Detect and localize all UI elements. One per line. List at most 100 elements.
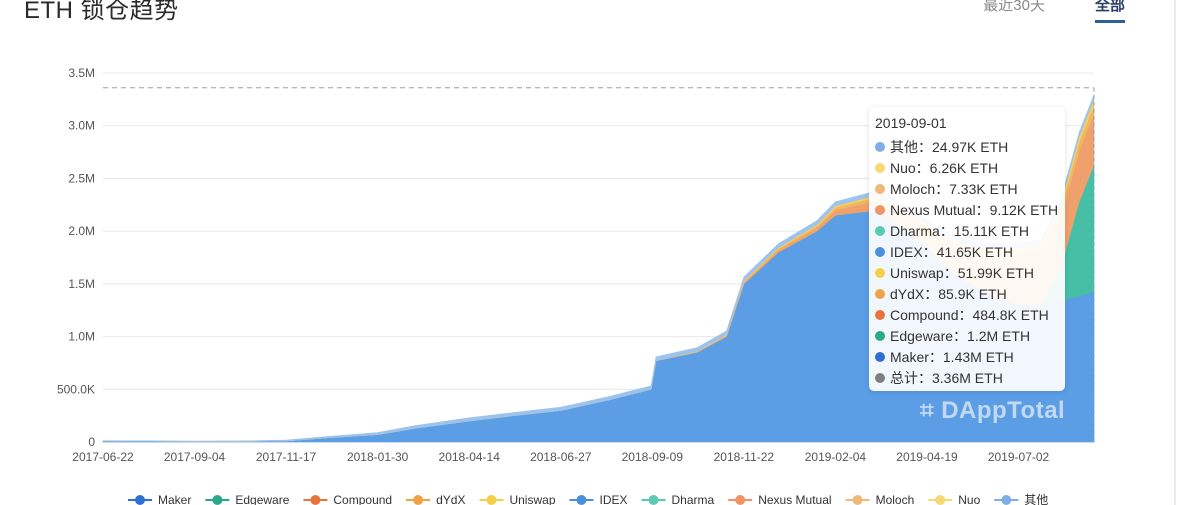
y-tick-label: 1.5M	[68, 277, 95, 291]
range-tabs: 最近30天 全部	[983, 0, 1126, 23]
legend-item-nuo[interactable]: Nuo	[928, 493, 981, 505]
legend-label: Nexus Mutual	[758, 493, 831, 505]
legend-label: 其他	[1024, 493, 1048, 505]
tooltip-row: Compound：484.8K ETH	[875, 304, 1059, 325]
y-tick-label: 500.0K	[57, 382, 95, 396]
tooltip-date: 2019-09-01	[875, 115, 947, 131]
legend-swatch-dot	[486, 495, 497, 505]
tooltip-row: Uniswap：51.99K ETH	[875, 262, 1059, 283]
x-tick-label: 2018-09-09	[622, 450, 684, 464]
x-tick-label: 2018-04-14	[439, 450, 501, 464]
legend-label: Compound	[333, 493, 392, 505]
legend-swatch-dot	[310, 495, 321, 505]
tooltip-row: IDEX：41.65K ETH	[875, 241, 1059, 262]
tooltip-value: 其他：24.97K ETH	[890, 138, 1009, 155]
legend-swatch-dot	[413, 495, 424, 505]
tooltip-dot-icon	[875, 183, 885, 194]
tooltip-dot-icon	[875, 246, 885, 257]
legend-swatch-dot	[576, 495, 587, 505]
legend-item-maker[interactable]: Maker	[128, 493, 191, 505]
legend-item-其他[interactable]: 其他	[994, 493, 1048, 505]
tooltip-row: Edgeware：1.2M ETH	[875, 325, 1059, 346]
legend-item-edgeware[interactable]: Edgeware	[205, 493, 290, 505]
tooltip-row: Nuo：6.26K ETH	[875, 157, 1059, 178]
tooltip-row: 总计：3.36M ETH	[875, 367, 1059, 388]
x-tick-label: 2017-11-17	[256, 450, 317, 464]
tooltip-dot-icon	[875, 330, 885, 341]
legend-label: dYdX	[436, 493, 465, 505]
tooltip-value: Uniswap：51.99K ETH	[890, 264, 1034, 281]
tooltip-value: Compound：484.8K ETH	[890, 306, 1049, 323]
panel-divider	[1174, 0, 1176, 505]
tooltip-value: Moloch：7.33K ETH	[890, 180, 1018, 197]
tooltip-row: Nexus Mutual：9.12K ETH	[875, 199, 1059, 220]
chart-tooltip: 2019-09-01 其他：24.97K ETH Nuo：6.26K ETH Mol…	[869, 107, 1065, 391]
tooltip-dot-icon	[875, 351, 885, 362]
y-tick-label: 3.0M	[68, 119, 95, 133]
x-tick-label: 2018-06-27	[530, 450, 592, 464]
area-idex	[102, 94, 1095, 442]
tooltip-rows: 其他：24.97K ETH Nuo：6.26K ETH Moloch：7.33K E…	[875, 136, 1059, 388]
tooltip-value: Maker：1.43M ETH	[890, 348, 1014, 365]
legend-item-dydx[interactable]: dYdX	[406, 493, 465, 505]
tooltip-row: Maker：1.43M ETH	[875, 346, 1059, 367]
dapptotal-watermark: ⌗ DAppTotal	[920, 397, 1065, 425]
legend-item-compound[interactable]: Compound	[303, 493, 392, 505]
legend-swatch-dot	[735, 495, 746, 505]
tooltip-value: IDEX：41.65K ETH	[890, 243, 1013, 260]
tooltip-dot-icon	[875, 372, 885, 383]
tooltip-row: 其他：24.97K ETH	[875, 136, 1059, 157]
legend-item-moloch[interactable]: Moloch	[845, 493, 915, 505]
x-tick-label: 2019-07-02	[988, 450, 1050, 464]
y-tick-label: 1.0M	[68, 330, 95, 344]
tooltip-dot-icon	[875, 225, 885, 236]
tooltip-row: dYdX：85.9K ETH	[875, 283, 1059, 304]
legend-label: Uniswap	[509, 493, 555, 505]
legend-label: IDEX	[600, 493, 628, 505]
watermark-logo-icon: ⌗	[920, 397, 942, 424]
tooltip-row: Moloch：7.33K ETH	[875, 178, 1059, 199]
legend-item-idex[interactable]: IDEX	[569, 493, 628, 505]
legend-swatch-dot	[648, 495, 659, 505]
watermark-text: DAppTotal	[941, 397, 1066, 424]
y-tick-label: 2.0M	[68, 224, 95, 238]
legend-label: Dharma	[672, 493, 715, 505]
tooltip-value: Nexus Mutual：9.12K ETH	[890, 201, 1059, 218]
tooltip-dot-icon	[875, 204, 885, 215]
tooltip-value: Edgeware：1.2M ETH	[890, 327, 1031, 344]
legend-item-nexus-mutual[interactable]: Nexus Mutual	[728, 493, 832, 505]
legend-item-uniswap[interactable]: Uniswap	[479, 493, 556, 505]
y-tick-label: 2.5M	[68, 171, 95, 185]
tooltip-dot-icon	[875, 267, 885, 278]
y-tick-label: 0	[88, 435, 95, 449]
tab-all[interactable]: 全部	[1094, 0, 1126, 23]
tooltip-value: 总计：3.36M ETH	[890, 369, 1003, 386]
tooltip-dot-icon	[875, 162, 885, 173]
y-tick-label: 3.5M	[68, 66, 95, 80]
x-tick-label: 2017-09-04	[164, 450, 226, 464]
tooltip-row: Dharma：15.11K ETH	[875, 220, 1059, 241]
tab-last-30-days[interactable]: 最近30天	[983, 0, 1045, 14]
legend-label: Edgeware	[235, 493, 289, 505]
legend-label: Nuo	[958, 493, 980, 505]
x-tick-label: 2019-04-19	[896, 450, 958, 464]
x-tick-label: 2018-01-30	[347, 450, 409, 464]
legend-label: Maker	[158, 493, 191, 505]
legend-swatch-dot	[935, 495, 946, 505]
tooltip-value: Dharma：15.11K ETH	[890, 222, 1030, 239]
legend-swatch-dot	[1001, 495, 1012, 505]
legend-swatch-dot	[212, 495, 223, 505]
legend-item-dharma[interactable]: Dharma	[641, 493, 715, 505]
x-tick-label: 2017-06-22	[72, 450, 134, 464]
tooltip-value: dYdX：85.9K ETH	[890, 285, 1007, 302]
tooltip-dot-icon	[875, 309, 885, 320]
page-title: ETH 锁仓趋势	[24, 0, 179, 24]
legend-label: Moloch	[876, 493, 915, 505]
tooltip-value: Nuo：6.26K ETH	[890, 159, 999, 176]
tooltip-dot-icon	[875, 141, 885, 152]
tooltip-dot-icon	[875, 288, 885, 299]
legend-swatch-dot	[852, 495, 863, 505]
x-tick-label: 2018-11-22	[714, 450, 775, 464]
x-tick-label: 2019-02-04	[805, 450, 867, 464]
